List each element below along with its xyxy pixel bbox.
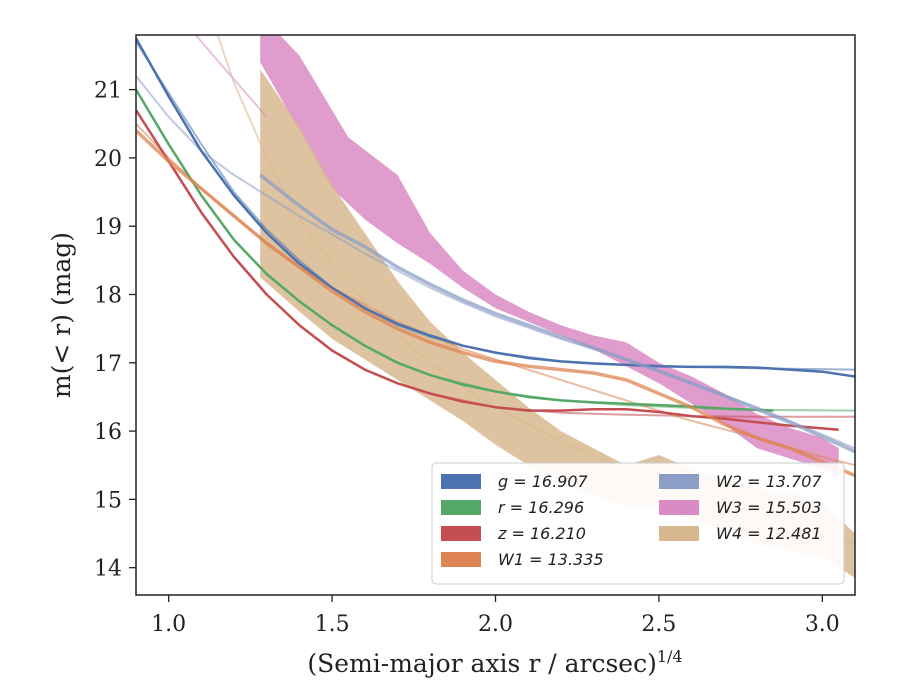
g-legend-swatch [441, 474, 481, 489]
r-legend-swatch [441, 500, 481, 515]
x-tick-label: 3.0 [805, 612, 840, 637]
g-legend-label: g = 16.907 [498, 472, 589, 491]
g-curve [136, 37, 855, 378]
y-tick-label: 19 [94, 215, 122, 240]
w2-curve [259, 173, 855, 454]
x-axis-ticks: 1.0 1.5 2.0 2.5 3.0 [151, 595, 840, 637]
x-tick-label: 2.0 [478, 612, 513, 637]
z-model-curve [136, 109, 855, 418]
r-curve [136, 88, 774, 412]
legend-box [431, 462, 845, 585]
y-tick-label: 14 [94, 557, 122, 582]
w2-legend-swatch [659, 474, 699, 489]
w2-legend-label: W2 = 13.707 [716, 472, 822, 491]
w3-legend-label: W3 = 15.503 [716, 498, 822, 517]
y-axis-label: m(< r) (mag) [47, 232, 76, 398]
r-legend-label: r = 16.296 [498, 498, 584, 517]
w1-curve [136, 129, 855, 478]
x-tick-label: 1.5 [315, 612, 350, 637]
legend: g = 16.907 r = 16.296 z = 16.210 W1 = 13.33… [431, 462, 845, 585]
y-tick-label: 16 [94, 420, 122, 445]
x-tick-label: 2.5 [641, 612, 676, 637]
y-tick-label: 18 [94, 284, 122, 309]
w4-legend-label: W4 = 12.481 [716, 524, 822, 543]
z-legend-swatch [441, 526, 481, 541]
w3-legend-swatch [659, 500, 699, 515]
y-tick-label: 20 [94, 147, 122, 172]
y-tick-label: 21 [94, 79, 122, 104]
w4-legend-swatch [659, 526, 699, 541]
w3-band [260, 35, 839, 479]
w1-legend-label: W1 = 13.335 [498, 550, 604, 569]
measured-curve-layer [136, 37, 855, 478]
w3-model-curve [194, 35, 268, 118]
y-axis-ticks: 14 15 16 17 18 19 20 21 [94, 79, 136, 582]
y-tick-label: 15 [94, 488, 122, 513]
x-axis-label: (Semi-major axis r / arcsec)1/4 [307, 647, 682, 678]
w1-legend-swatch [441, 552, 481, 567]
y-tick-label: 17 [94, 352, 122, 377]
z-legend-label: z = 16.210 [497, 524, 586, 543]
x-tick-label: 1.0 [151, 612, 186, 637]
